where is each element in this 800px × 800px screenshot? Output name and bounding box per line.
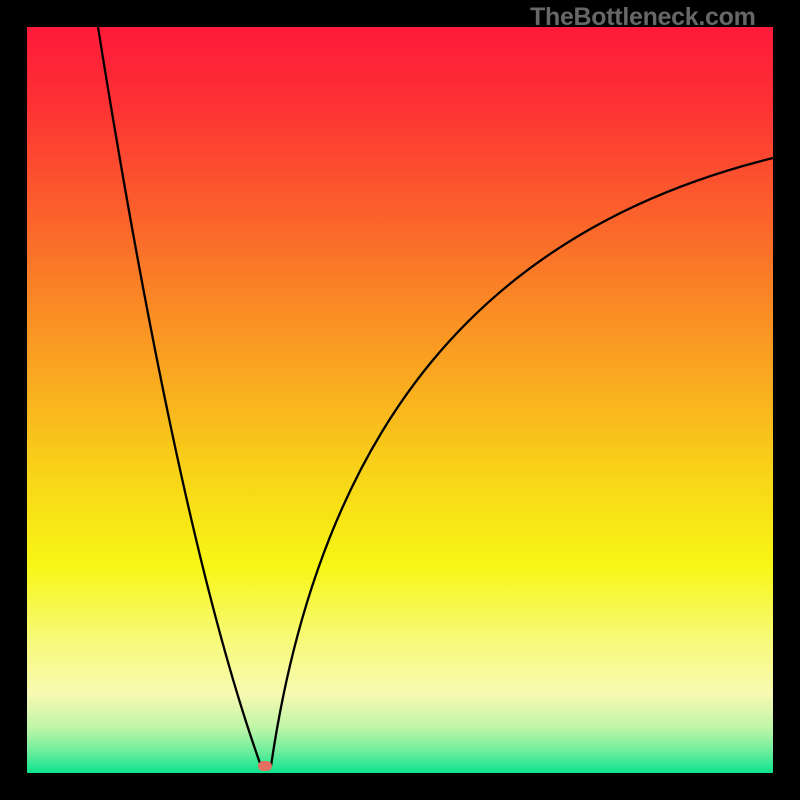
- watermark-text: TheBottleneck.com: [530, 3, 756, 32]
- gradient-plot-area: [27, 27, 773, 773]
- frame-left: [0, 0, 27, 800]
- minimum-marker: [258, 761, 272, 771]
- bottleneck-chart: [0, 0, 800, 800]
- frame-bottom: [0, 773, 800, 800]
- frame-right: [773, 0, 800, 800]
